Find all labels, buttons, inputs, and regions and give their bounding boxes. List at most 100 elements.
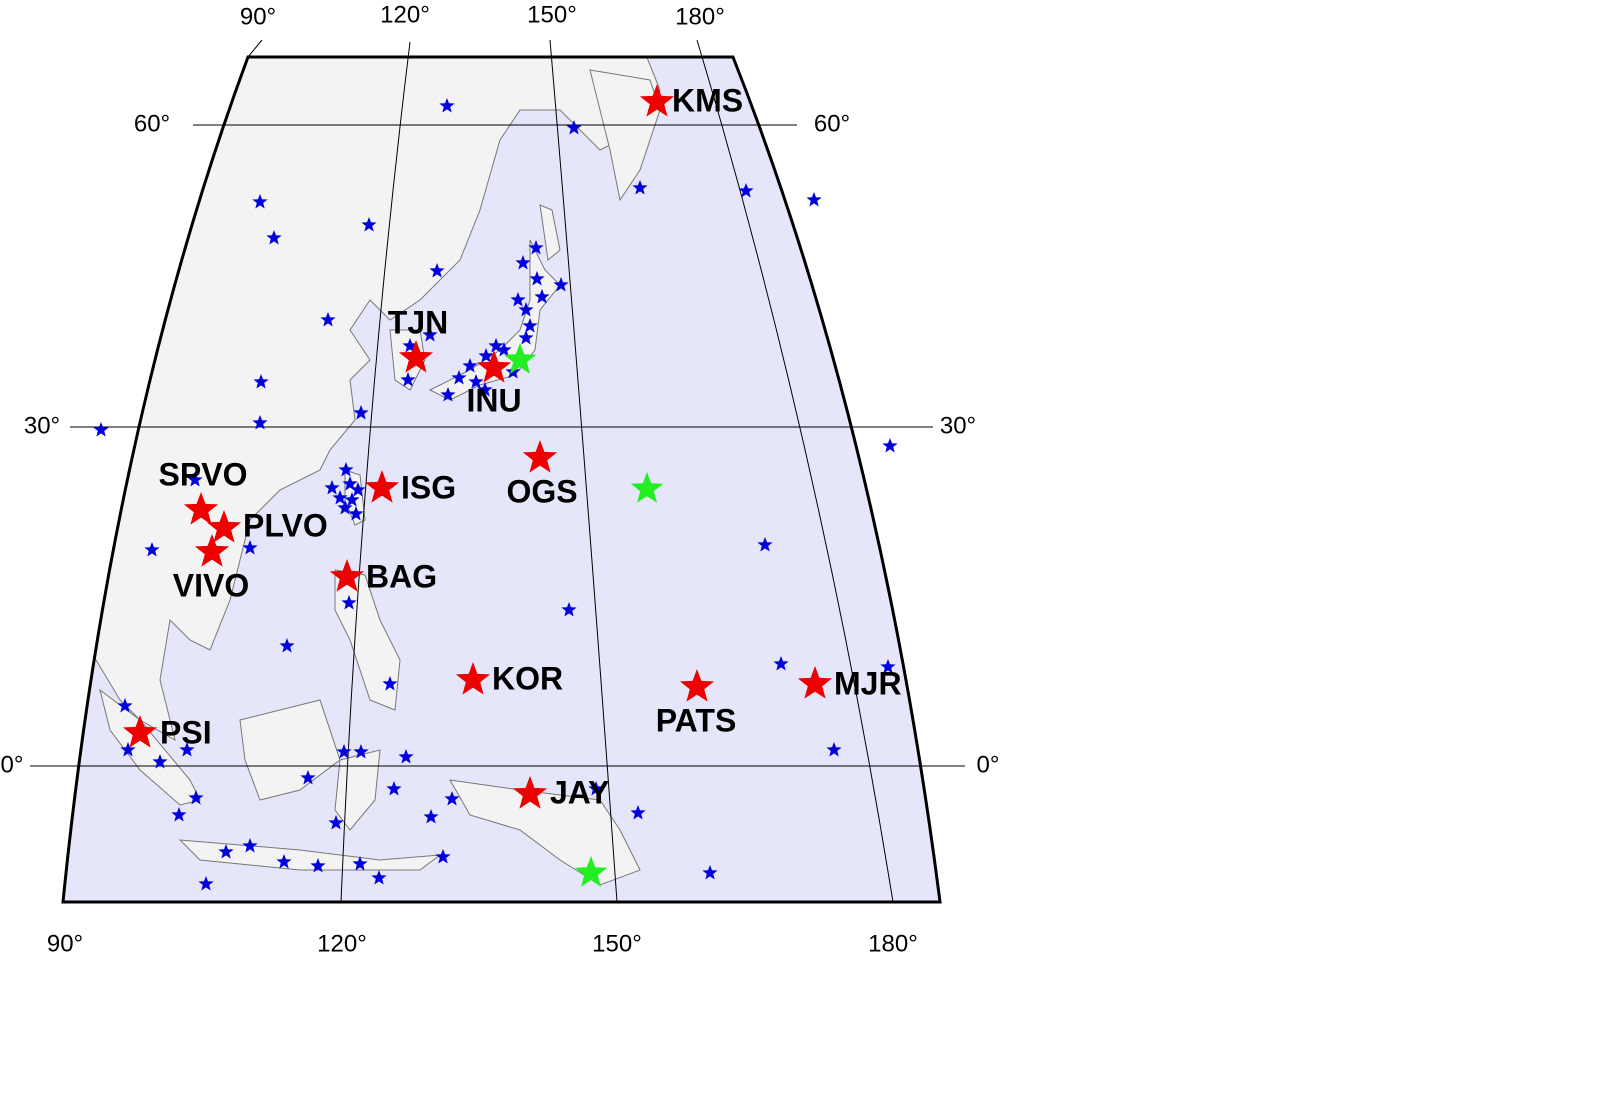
minor-station <box>566 120 582 135</box>
station-label: VIVO <box>173 567 249 603</box>
minor-station <box>253 374 269 389</box>
minor-station <box>144 542 160 557</box>
minor-station <box>402 338 418 353</box>
station-label: ISG <box>401 469 456 505</box>
minor-station <box>120 742 136 757</box>
station-star <box>476 350 512 383</box>
station-label: TJN <box>388 304 448 340</box>
minor-station <box>826 742 842 757</box>
green-station <box>574 856 608 887</box>
minor-station <box>198 876 214 891</box>
station-star <box>364 470 400 503</box>
axis-label: 30° <box>24 412 60 439</box>
axis-label: 90° <box>240 3 276 30</box>
minor-station <box>350 482 366 497</box>
minor-station <box>757 537 773 552</box>
minor-station <box>738 183 754 198</box>
axis-label: 180° <box>675 3 725 30</box>
minor-station <box>338 462 354 477</box>
green-station <box>503 343 537 374</box>
station-star <box>183 492 219 525</box>
minor-station <box>398 749 414 764</box>
minor-station <box>353 744 369 759</box>
minor-station <box>188 790 204 805</box>
minor-station <box>152 754 168 769</box>
minor-station <box>187 472 203 487</box>
minor-station <box>279 638 295 653</box>
station-label: PLVO <box>243 507 328 543</box>
minor-station <box>518 330 534 345</box>
minor-station <box>332 490 348 505</box>
minor-station <box>496 342 512 357</box>
meridian <box>340 41 411 903</box>
station-star <box>797 666 833 699</box>
minor-station <box>439 98 455 113</box>
minor-station <box>382 676 398 691</box>
minor-station <box>344 492 360 507</box>
green-station <box>630 472 664 503</box>
axis-label: 0° <box>977 751 1000 778</box>
station-label: MJR <box>834 665 902 701</box>
minor-station <box>242 838 258 853</box>
minor-station <box>630 805 646 820</box>
axis-label: 0° <box>1 751 24 778</box>
meridian <box>696 39 894 903</box>
minor-station <box>93 422 109 437</box>
axis-label: 120° <box>317 930 367 957</box>
minor-station <box>310 858 326 873</box>
minor-station <box>276 854 292 869</box>
minor-station <box>444 791 460 806</box>
minor-station <box>440 387 456 402</box>
minor-station <box>252 194 268 209</box>
minor-station <box>534 289 550 304</box>
minor-station <box>337 500 353 515</box>
station-star <box>398 340 434 373</box>
minor-station <box>477 382 493 397</box>
minor-station <box>702 865 718 880</box>
minor-station <box>353 405 369 420</box>
axis-label: 120° <box>380 1 430 28</box>
station-star <box>522 440 558 473</box>
minor-station <box>218 844 234 859</box>
minor-station <box>518 302 534 317</box>
minor-station <box>561 602 577 617</box>
station-label: PATS <box>656 702 737 738</box>
station-label: INU <box>466 382 521 418</box>
minor-station <box>488 338 504 353</box>
station-label: SPVO <box>159 456 248 492</box>
axis-label: 150° <box>592 930 642 957</box>
station-star <box>122 715 158 748</box>
minor-station <box>117 698 133 713</box>
minor-station <box>386 781 402 796</box>
meridian <box>247 39 263 58</box>
minor-station <box>400 372 416 387</box>
minor-station <box>451 370 467 385</box>
minor-station <box>179 742 195 757</box>
station-label: PSI <box>160 714 212 750</box>
minor-station <box>632 180 648 195</box>
minor-station <box>361 217 377 232</box>
station-label: BAG <box>366 558 437 594</box>
station-label: KMS <box>672 82 743 118</box>
frame <box>61 55 942 904</box>
minor-station <box>553 277 569 292</box>
minor-station <box>252 415 268 430</box>
station-star <box>512 776 548 809</box>
minor-station <box>242 540 258 555</box>
minor-station <box>423 809 439 824</box>
axis-label: 30° <box>940 412 976 439</box>
minor-station <box>510 292 526 307</box>
minor-station <box>324 480 340 495</box>
minor-station <box>515 255 531 270</box>
station-label: JAY <box>550 774 609 810</box>
minor-station <box>522 318 538 333</box>
minor-station <box>773 656 789 671</box>
axis-label: 90° <box>47 930 83 957</box>
minor-station <box>342 476 358 491</box>
minor-station <box>880 659 896 674</box>
station-star <box>455 662 491 695</box>
station-star <box>639 84 675 117</box>
station-star <box>206 510 242 543</box>
station-star <box>329 559 365 592</box>
